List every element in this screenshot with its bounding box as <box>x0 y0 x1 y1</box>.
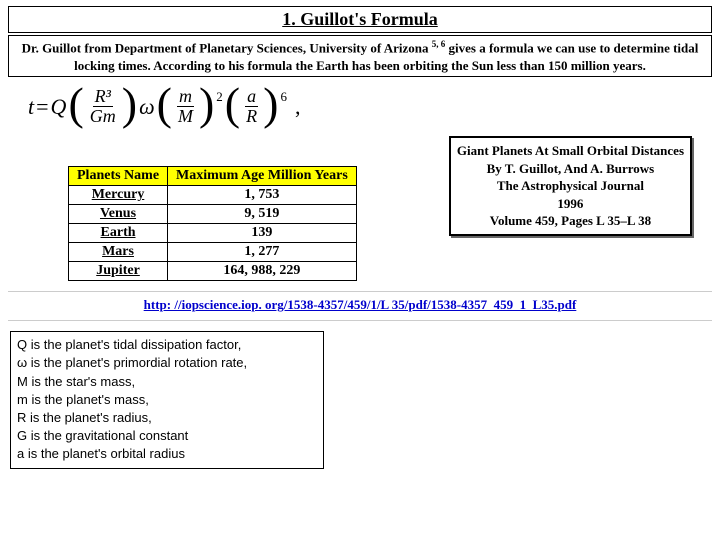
cell-name[interactable]: Venus <box>69 205 168 224</box>
formula-comma: , <box>295 94 301 120</box>
def-line: Q is the planet's tidal dissipation fact… <box>17 336 317 354</box>
lparen2: ( <box>157 86 172 123</box>
table-row: Mercury 1, 753 <box>69 186 357 205</box>
definitions-box: Q is the planet's tidal dissipation fact… <box>10 331 324 468</box>
table-row: Earth 139 <box>69 224 357 243</box>
cell-age: 164, 988, 229 <box>168 262 357 281</box>
formula-eq: = <box>36 94 48 120</box>
table-row: Jupiter 164, 988, 229 <box>69 262 357 281</box>
cell-name[interactable]: Mars <box>69 243 168 262</box>
citation-l3: The Astrophysical Journal <box>457 177 684 195</box>
frac3-den: R <box>244 107 259 126</box>
def-line: R is the planet's radius, <box>17 409 317 427</box>
th0: Planets Name <box>77 168 159 183</box>
rparen1: ) <box>122 86 137 123</box>
citation-l5: Volume 459, Pages L 35–L 38 <box>457 212 684 230</box>
def-line: G is the gravitational constant <box>17 427 317 445</box>
table-header-name: Planets Name <box>69 167 168 186</box>
cell-name[interactable]: Earth <box>69 224 168 243</box>
frac1: R³ Gm <box>86 87 120 126</box>
url-row: http: //iopscience.iop. org/1538-4357/45… <box>8 291 712 314</box>
formula-omega: ω <box>139 94 155 120</box>
frac1-num: R³ <box>93 87 113 107</box>
cell-age: 1, 753 <box>168 186 357 205</box>
formula-lhs: t <box>28 94 34 120</box>
formula-area: t = Q ( R³ Gm ) ω ( m M ) 2 ( a R ) 6 <box>28 87 712 126</box>
frac1-den: Gm <box>88 107 118 126</box>
table-header-row: Planets Name Maximum Age Million Years <box>69 167 357 186</box>
table-header-age: Maximum Age Million Years <box>168 167 357 186</box>
frac3: a R <box>242 87 261 126</box>
subtitle-pre: Dr. Guillot from Department of Planetary… <box>22 40 432 55</box>
def-line: m is the planet's mass, <box>17 391 317 409</box>
planet-table: Planets Name Maximum Age Million Years M… <box>68 166 357 281</box>
table-row: Mars 1, 277 <box>69 243 357 262</box>
citation-l1: Giant Planets At Small Orbital Distances <box>457 142 684 160</box>
lparen3: ( <box>225 86 240 123</box>
citation-l2: By T. Guillot, And A. Burrows <box>457 160 684 178</box>
def-line: a is the planet's orbital radius <box>17 445 317 463</box>
subtitle-box: Dr. Guillot from Department of Planetary… <box>8 35 712 77</box>
th1: Maximum Age Million Years <box>176 168 348 183</box>
pow6: 6 <box>280 89 287 105</box>
lparen1: ( <box>68 86 83 123</box>
def-line: ω is the planet's primordial rotation ra… <box>17 354 317 372</box>
pow2: 2 <box>216 89 223 105</box>
formula: t = Q ( R³ Gm ) ω ( m M ) 2 ( a R ) 6 <box>28 87 712 126</box>
table-row: Venus 9, 519 <box>69 205 357 224</box>
cell-name[interactable]: Jupiter <box>69 262 168 281</box>
cell-age: 139 <box>168 224 357 243</box>
cell-age: 1, 277 <box>168 243 357 262</box>
rparen3: ) <box>263 86 278 123</box>
def-line: M is the star's mass, <box>17 373 317 391</box>
cell-age: 9, 519 <box>168 205 357 224</box>
page-title: 1. Guillot's Formula <box>282 9 438 29</box>
title-box: 1. Guillot's Formula <box>8 6 712 33</box>
source-link[interactable]: http: //iopscience.iop. org/1538-4357/45… <box>144 297 577 312</box>
formula-Q: Q <box>51 94 67 120</box>
frac3-num: a <box>245 87 258 107</box>
frac2: m M <box>174 87 197 126</box>
citation-box: Giant Planets At Small Orbital Distances… <box>449 136 692 236</box>
citation-l4: 1996 <box>457 195 684 213</box>
cell-name[interactable]: Mercury <box>69 186 168 205</box>
subtitle-sup: 5, 6 <box>432 39 446 49</box>
frac2-num: m <box>177 87 194 107</box>
rparen2: ) <box>199 86 214 123</box>
frac2-den: M <box>176 107 195 126</box>
